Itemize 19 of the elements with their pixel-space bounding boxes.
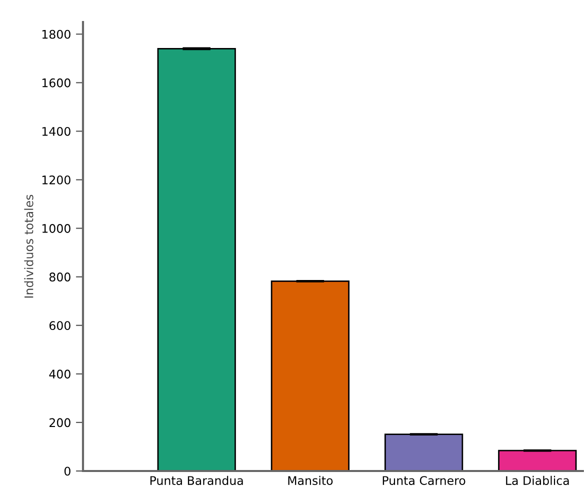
x-tick-label: Punta Carnero	[382, 476, 466, 485]
bar	[498, 450, 577, 471]
y-tick-label: 1000	[42, 224, 70, 233]
y-tick-label: 1200	[42, 175, 70, 184]
y-tick-label: 1600	[42, 78, 70, 88]
x-tick-label: Punta Barandua	[150, 476, 243, 485]
y-tick-label: 400	[49, 370, 70, 379]
bar	[384, 434, 464, 471]
y-axis-title: Individuos totales	[24, 194, 34, 298]
bar	[270, 280, 350, 471]
x-tick-label: La Diablica	[506, 476, 569, 485]
y-tick-label: 0	[64, 466, 70, 476]
y-tick-label: 600	[49, 321, 70, 330]
y-tick-label: 800	[49, 272, 70, 282]
y-tick-label: 1800	[42, 30, 70, 39]
y-tick-label: 200	[50, 418, 70, 428]
x-tick-label: Mansito	[288, 476, 333, 485]
bar	[157, 48, 236, 471]
y-tick-label: 1400	[42, 126, 70, 136]
